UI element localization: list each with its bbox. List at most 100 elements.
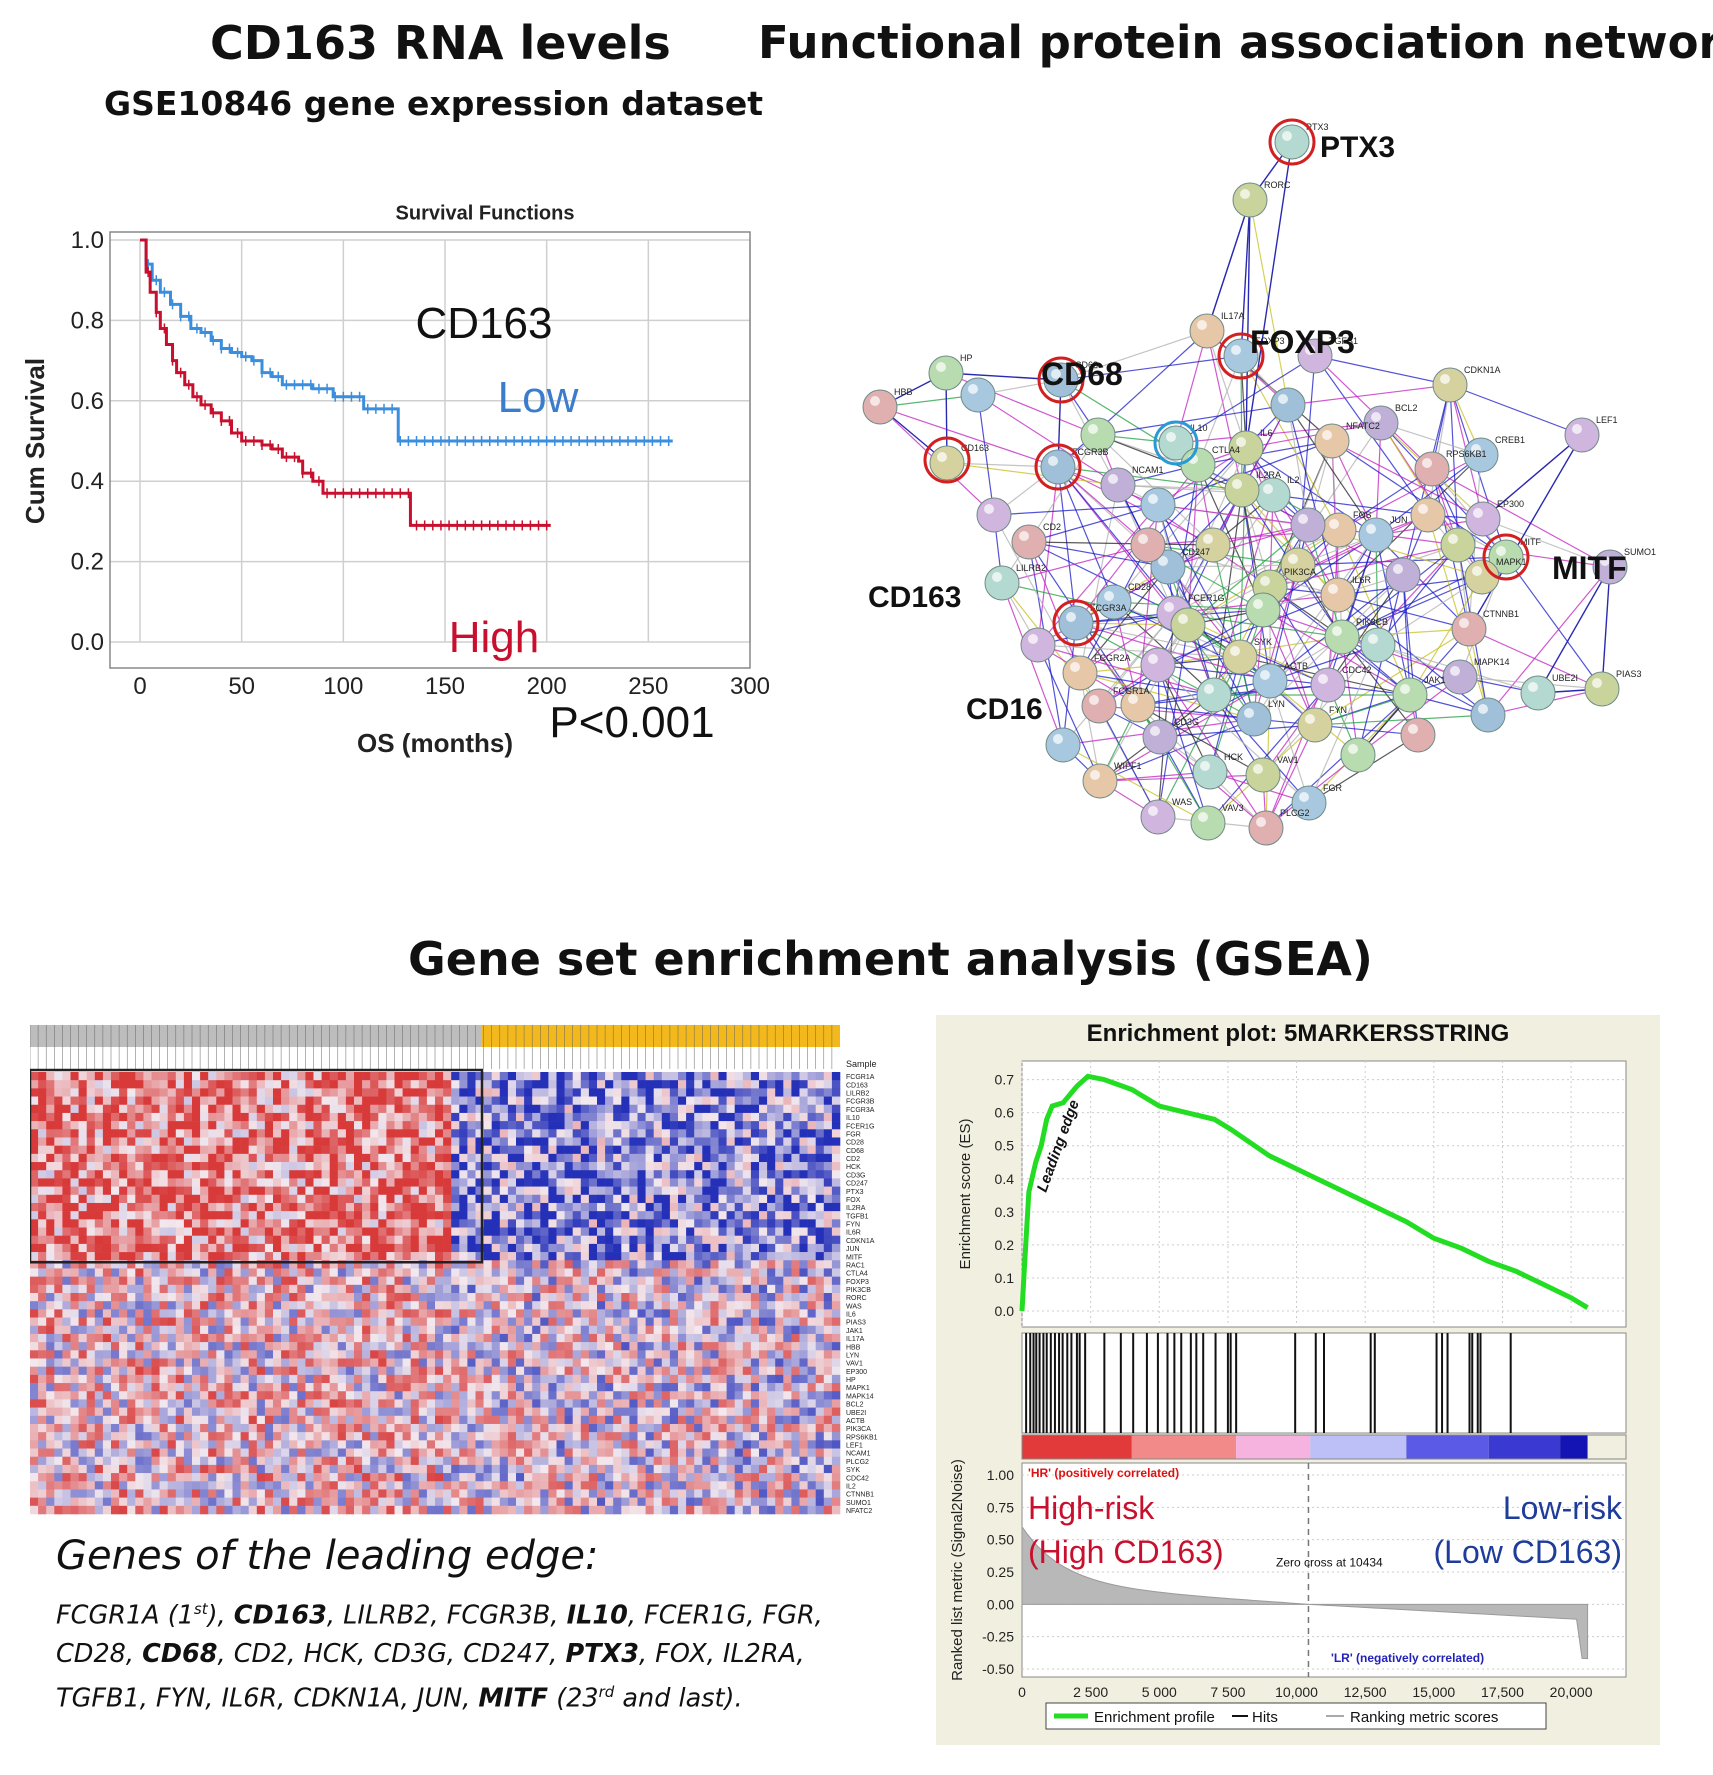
heatmap-cell bbox=[70, 1342, 79, 1351]
node-label: LEF1 bbox=[1596, 415, 1618, 425]
heatmap-cell bbox=[175, 1162, 185, 1171]
network-edge bbox=[1001, 582, 1064, 746]
heatmap-cell bbox=[273, 1145, 282, 1155]
heatmap-cell bbox=[435, 1096, 444, 1106]
heatmap-cell bbox=[297, 1211, 306, 1220]
heatmap-cell bbox=[273, 1325, 282, 1335]
heatmap-cell bbox=[524, 1309, 533, 1318]
heatmap-cell bbox=[702, 1170, 711, 1179]
heatmap-cell bbox=[710, 1383, 719, 1392]
heatmap-cell bbox=[273, 1104, 282, 1114]
heatmap-cell bbox=[297, 1227, 306, 1237]
heatmap-cell bbox=[54, 1301, 63, 1310]
heatmap-cell bbox=[410, 1121, 420, 1130]
heatmap-cell bbox=[556, 1137, 565, 1146]
heatmap-cell bbox=[467, 1186, 476, 1196]
heatmap-cell bbox=[605, 1227, 614, 1237]
heatmap-cell bbox=[256, 1088, 266, 1097]
heatmap-cell bbox=[556, 1202, 565, 1212]
heatmap-cell bbox=[532, 1186, 541, 1196]
heatmap-cell bbox=[345, 1112, 355, 1122]
heatmap-cell bbox=[734, 1333, 744, 1343]
heatmap-cell bbox=[572, 1235, 582, 1245]
heatmap-cell bbox=[345, 1235, 355, 1245]
heatmap-cell bbox=[759, 1202, 768, 1212]
heatmap-cell bbox=[629, 1121, 638, 1130]
heatmap-cell bbox=[378, 1080, 387, 1089]
heatmap-cell bbox=[362, 1096, 371, 1106]
heatmap-cell bbox=[394, 1162, 403, 1171]
heatmap-cell bbox=[94, 1235, 104, 1245]
heatmap-cell bbox=[588, 1276, 598, 1286]
heatmap-cell bbox=[499, 1137, 509, 1146]
heatmap-cell bbox=[799, 1276, 808, 1286]
heatmap-cell bbox=[597, 1162, 606, 1171]
heatmap-cell bbox=[135, 1227, 144, 1237]
heatmap-cell bbox=[694, 1374, 703, 1384]
heatmap-cell bbox=[475, 1391, 484, 1400]
heatmap-cell bbox=[281, 1252, 290, 1261]
heatmap-cell bbox=[297, 1096, 306, 1106]
heatmap-cell bbox=[791, 1202, 800, 1212]
heatmap-cell bbox=[54, 1137, 63, 1146]
heatmap-cell bbox=[224, 1358, 233, 1367]
heatmap-cell bbox=[200, 1284, 209, 1294]
heatmap-cell bbox=[240, 1399, 249, 1408]
heatmap-cell bbox=[46, 1112, 55, 1122]
heatmap-cell bbox=[823, 1194, 833, 1204]
heatmap-cell bbox=[345, 1333, 355, 1343]
heatmap-cell bbox=[451, 1211, 460, 1220]
node-highlight bbox=[1329, 519, 1339, 529]
heatmap-cell bbox=[289, 1301, 298, 1310]
network-edge bbox=[1482, 434, 1583, 520]
heatmap-cell bbox=[588, 1309, 598, 1318]
heatmap-cell bbox=[370, 1325, 379, 1335]
heatmap-cell bbox=[645, 1219, 654, 1228]
heatmap-cell bbox=[775, 1235, 784, 1245]
node-highlight bbox=[1600, 556, 1610, 566]
heatmap-cell bbox=[200, 1153, 209, 1163]
heatmap-cell bbox=[362, 1121, 371, 1130]
heatmap-cell bbox=[645, 1399, 654, 1408]
heatmap-cell bbox=[507, 1399, 517, 1408]
heatmap-cell bbox=[111, 1112, 120, 1122]
network-edge bbox=[1269, 680, 1310, 804]
heatmap-cell bbox=[499, 1252, 509, 1261]
heatmap-cell bbox=[572, 1243, 582, 1253]
heatmap-cell bbox=[791, 1104, 800, 1114]
network-label-ptx3: PTX3 bbox=[1320, 131, 1395, 164]
heatmap-cell bbox=[572, 1202, 582, 1212]
heatmap-cell bbox=[742, 1211, 752, 1220]
heatmap-cell bbox=[119, 1227, 128, 1237]
heatmap-cell bbox=[467, 1268, 476, 1277]
heatmap-cell bbox=[94, 1260, 104, 1269]
heatmap-cell bbox=[621, 1293, 630, 1302]
heatmap-cell bbox=[256, 1366, 266, 1376]
heatmap-cell bbox=[443, 1325, 452, 1335]
heatmap-cell bbox=[402, 1243, 411, 1253]
heatmap-cell bbox=[734, 1317, 744, 1327]
heatmap-cell bbox=[102, 1366, 112, 1376]
heatmap-cell bbox=[119, 1374, 128, 1384]
heatmap-cell bbox=[143, 1129, 152, 1138]
heatmap-cell bbox=[240, 1260, 249, 1269]
heatmap-cell bbox=[775, 1121, 784, 1130]
heatmap-cell bbox=[791, 1112, 800, 1122]
heatmap-cell bbox=[321, 1374, 330, 1384]
heatmap-cell bbox=[337, 1096, 347, 1106]
heatmap-cell bbox=[556, 1129, 565, 1138]
heatmap-cell bbox=[216, 1325, 225, 1335]
heatmap-cell bbox=[791, 1391, 800, 1400]
node-highlight bbox=[1231, 345, 1241, 355]
heatmap-cell bbox=[273, 1194, 282, 1204]
heatmap-cell bbox=[256, 1358, 266, 1367]
heatmap-cell bbox=[151, 1350, 160, 1359]
heatmap-cell bbox=[248, 1350, 258, 1359]
node-highlight bbox=[1459, 618, 1469, 628]
heatmap-cell bbox=[597, 1096, 606, 1106]
heatmap-cell bbox=[759, 1145, 768, 1155]
heatmap-cell bbox=[240, 1333, 249, 1343]
heatmap-cell bbox=[742, 1186, 752, 1196]
heatmap-cell bbox=[435, 1276, 444, 1286]
heatmap-cell bbox=[750, 1072, 760, 1081]
